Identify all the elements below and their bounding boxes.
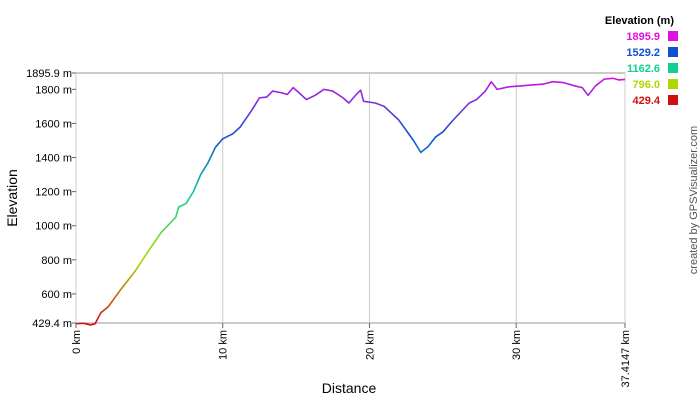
legend-label: 796.0 bbox=[632, 79, 660, 91]
x-tick-label: 20 km bbox=[364, 330, 376, 360]
y-tick-label: 1400 m bbox=[35, 153, 72, 165]
legend-swatch bbox=[668, 79, 678, 89]
legend-swatch bbox=[668, 47, 678, 57]
y-axis-label: Elevation bbox=[4, 169, 20, 227]
legend-label: 429.4 bbox=[632, 95, 660, 107]
legend-label: 1162.6 bbox=[627, 63, 660, 75]
elevation-line bbox=[75, 77, 626, 326]
y-tick-label: 800 m bbox=[41, 255, 72, 267]
legend-swatch bbox=[668, 31, 678, 41]
y-tick-label: 1200 m bbox=[35, 187, 72, 199]
x-tick-label: 0 km bbox=[71, 330, 83, 354]
x-axis-label: Distance bbox=[322, 380, 377, 396]
y-tick-label: 429.4 m bbox=[32, 318, 72, 330]
y-tick-label: 1800 m bbox=[35, 84, 72, 96]
credit: created by GPSVisualizer.com bbox=[688, 126, 700, 274]
legend-swatch bbox=[668, 95, 678, 105]
y-tick-label: 1895.9 m bbox=[26, 68, 72, 80]
x-tick-label: 10 km bbox=[218, 330, 230, 360]
y-tick-label: 1000 m bbox=[35, 221, 72, 233]
legend-swatch bbox=[668, 63, 678, 73]
plot-area bbox=[75, 72, 626, 324]
legend-label: 1529.2 bbox=[626, 47, 660, 59]
x-tick-label: 37.4147 km bbox=[620, 330, 632, 387]
legend-label: 1895.9 bbox=[626, 31, 660, 43]
y-tick-label: 1600 m bbox=[35, 118, 72, 130]
legend-title: Elevation (m) bbox=[605, 15, 674, 27]
y-tick-label: 600 m bbox=[41, 289, 72, 301]
x-tick-label: 30 km bbox=[511, 330, 523, 360]
